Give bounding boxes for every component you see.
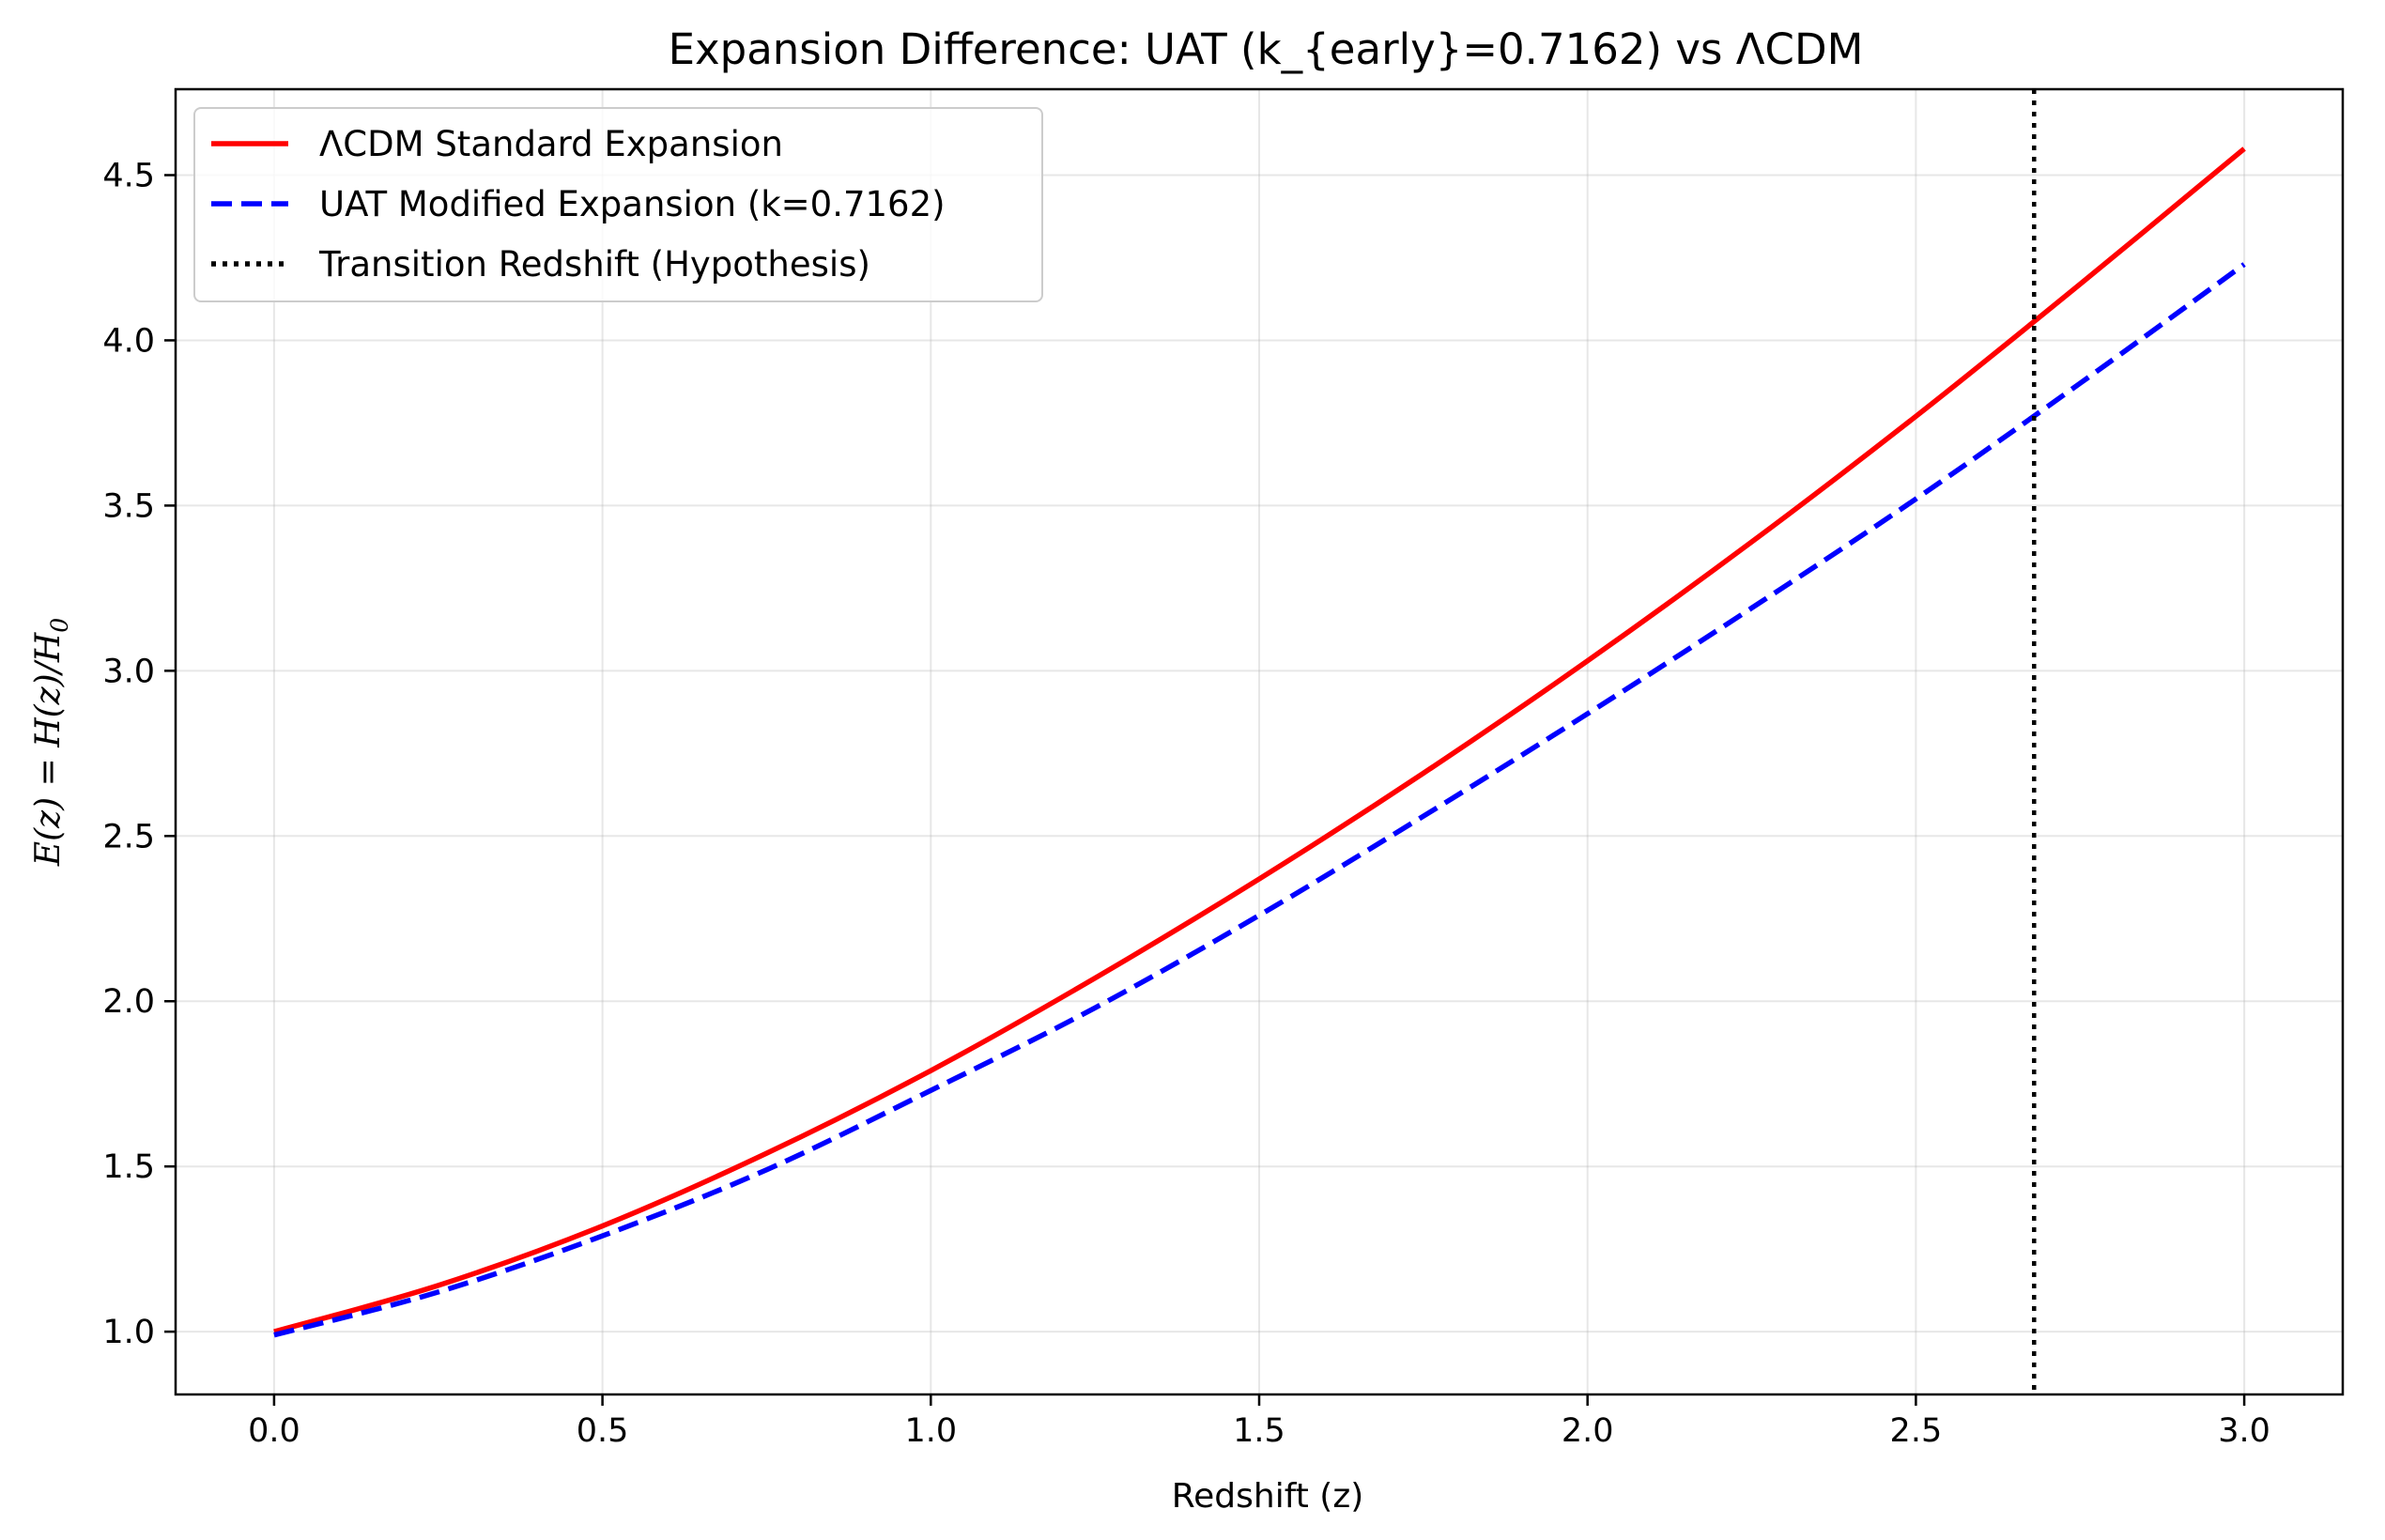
x-tick-label: 0.5 <box>577 1412 629 1450</box>
legend-box <box>193 107 1043 302</box>
y-axis-label-main: E(z) = H(z)/H <box>29 632 68 867</box>
chart-title: Expansion Difference: UAT (k_{early}=0.7… <box>669 24 1864 74</box>
y-tick-label: 2.5 <box>102 818 155 855</box>
x-axis: 0.0 0.5 1.0 1.5 2.0 2.5 3.0 <box>248 1394 2270 1450</box>
series-line-1 <box>273 262 2246 1338</box>
y-tick-label: 3.0 <box>102 653 155 690</box>
y-axis-label: E(z) = H(z)/H0 <box>29 618 73 867</box>
grid <box>176 89 2343 1394</box>
x-tick-label: 1.5 <box>1233 1412 1285 1450</box>
y-tick-label: 1.0 <box>102 1314 155 1351</box>
legend: ΛCDM Standard Expansion UAT Modified Expa… <box>193 107 1043 302</box>
x-tick-label: 3.0 <box>2218 1412 2270 1450</box>
legend-items: ΛCDM Standard Expansion UAT Modified Expa… <box>211 124 946 285</box>
y-tick-label: 4.5 <box>102 157 155 194</box>
legend-label-0: ΛCDM Standard Expansion <box>319 124 783 164</box>
x-tick-label: 2.0 <box>1562 1412 1614 1450</box>
x-tick-label: 1.0 <box>904 1412 957 1450</box>
y-axis: 1.0 1.5 2.0 2.5 3.0 3.5 4.0 4.5 <box>102 157 176 1351</box>
y-axis-label-subscript: 0 <box>46 618 73 633</box>
x-tick-label: 2.5 <box>1890 1412 1943 1450</box>
y-tick-label: 3.5 <box>102 487 155 525</box>
legend-label-2: Transition Redshift (Hypothesis) <box>318 244 870 285</box>
y-tick-label: 1.5 <box>102 1148 155 1186</box>
y-tick-label: 2.0 <box>102 983 155 1021</box>
series-layer <box>273 146 2246 1338</box>
series-line-0 <box>273 146 2246 1334</box>
y-tick-label: 4.0 <box>102 322 155 360</box>
x-axis-label: Redshift (z) <box>1172 1477 1364 1516</box>
x-tick-label: 0.0 <box>248 1412 300 1450</box>
legend-label-1: UAT Modified Expansion (k=0.7162) <box>319 184 946 224</box>
